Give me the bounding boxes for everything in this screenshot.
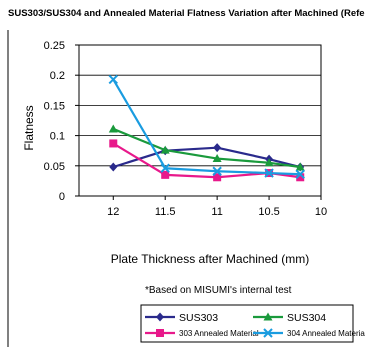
data-point-0-0: [109, 162, 118, 172]
data-point-2-0: [109, 139, 118, 148]
data-point-3-4: [295, 169, 305, 179]
legend-box: [140, 304, 354, 343]
legend-item-1: SUS304: [253, 312, 326, 324]
data-point-2-2: [213, 173, 222, 182]
legend-label: 303 Annealed Material: [179, 329, 259, 338]
x-tick-label: 10: [315, 206, 327, 218]
legend-item-3: 304 Annealed Material: [253, 328, 365, 338]
data-point-1-4: [295, 162, 305, 171]
x-axis-label: Plate Thickness after Machined (mm): [111, 252, 310, 266]
legend-item-2: 303 Annealed Material: [145, 329, 259, 338]
data-point-1-0: [108, 124, 118, 133]
x-tick-label: 12: [107, 206, 119, 218]
legend-label: SUS304: [287, 312, 326, 324]
legend-swatch-marker: [263, 312, 273, 321]
data-point-3-1-stroke-b: [160, 163, 170, 173]
y-tick-label: 0.25: [44, 40, 65, 52]
legend-item-0: SUS303: [145, 312, 218, 324]
data-point-3-4-stroke-b: [295, 169, 305, 179]
x-tick-label: 11.5: [155, 206, 176, 218]
data-point-2-4: [296, 173, 305, 182]
plot-area: 0 0.05 0.1 0.15 0.2 0.25 12 11.5 11 10.5 10: [44, 40, 328, 218]
x-tick-label: 11: [211, 206, 222, 218]
x-tick-label: 10.5: [258, 206, 279, 218]
legend: SUS303 SUS304 303 Annealed Material 304 Ann…: [140, 304, 365, 343]
footnote: *Based on MISUMI's internal test: [145, 285, 292, 296]
data-point-1-1: [160, 145, 170, 154]
data-point-2-1: [161, 170, 170, 179]
data-point-0-2: [213, 143, 222, 153]
data-point-1-2: [212, 154, 222, 163]
plot-frame: [78, 44, 322, 197]
data-point-1-3: [264, 158, 274, 167]
data-point-3-2-stroke-b: [212, 166, 222, 176]
y-tick-label: 0.05: [44, 161, 65, 173]
chart-title: SUS303/SUS304 and Annealed Material Flat…: [8, 8, 365, 19]
legend-swatch-marker: [156, 312, 164, 322]
legend-label: SUS303: [179, 312, 218, 324]
y-axis-label: Flatness: [22, 105, 36, 150]
legend-label: 304 Annealed Material: [287, 329, 365, 338]
data-point-3-2: [212, 166, 222, 176]
data-point-3-3-stroke-b: [264, 168, 274, 178]
data-point-3-1: [160, 163, 170, 173]
y-tick-label: 0.2: [50, 70, 65, 82]
data-point-3-0: [108, 74, 118, 85]
data-point-3-0-stroke-b: [108, 74, 118, 85]
legend-swatch-marker-stroke-b: [263, 328, 273, 338]
y-tick-label: 0.1: [50, 131, 65, 143]
y-tick-label: 0.15: [44, 100, 65, 112]
y-tick-label: 0: [59, 191, 65, 203]
legend-swatch-marker: [156, 329, 164, 337]
legend-swatch-marker: [263, 328, 273, 338]
data-point-3-3: [264, 168, 274, 178]
